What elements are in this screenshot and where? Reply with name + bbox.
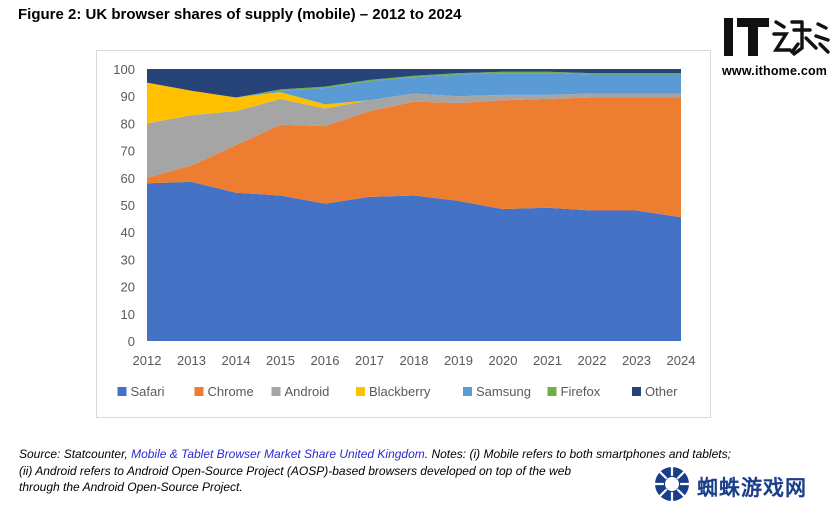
y-tick-label: 30 — [121, 252, 135, 267]
y-axis-ticks: 0 10 20 30 40 50 60 70 80 90 100 — [113, 62, 135, 349]
y-tick-label: 0 — [128, 334, 135, 349]
legend-label-firefox: Firefox — [561, 384, 601, 399]
x-tick-label: 2020 — [489, 353, 518, 368]
legend-swatch-android — [271, 387, 281, 396]
legend-label-samsung: Samsung — [476, 384, 531, 399]
source-prefix: Source: Statcounter, — [19, 447, 132, 461]
y-tick-label: 50 — [121, 198, 135, 213]
y-tick-label: 40 — [121, 225, 135, 240]
chart-legend: Safari Chrome Android Blackberry Samsung Fire… — [117, 384, 678, 399]
x-tick-label: 2018 — [400, 353, 429, 368]
x-tick-label: 2017 — [355, 353, 384, 368]
legend-swatch-safari — [117, 387, 127, 396]
x-tick-label: 2013 — [177, 353, 206, 368]
area-samsung — [147, 73, 681, 105]
x-tick-label: 2019 — [444, 353, 473, 368]
area-safari — [147, 181, 681, 341]
figure-title: Figure 2: UK browser shares of supply (m… — [18, 6, 462, 23]
x-tick-label: 2015 — [266, 353, 295, 368]
source-line1-suffix: . Notes: (i) Mobile refers to both smart… — [424, 447, 731, 461]
legend-label-other: Other — [645, 384, 678, 399]
legend-swatch-other — [632, 387, 641, 396]
area-blackberry — [147, 82, 681, 124]
x-tick-label: 2021 — [533, 353, 562, 368]
y-tick-label: 10 — [121, 307, 135, 322]
chart-areas — [147, 69, 681, 341]
source-line2: (ii) Android refers to Android Open-Sour… — [19, 463, 572, 478]
source-note: Source: Statcounter, Mobile & Tablet Bro… — [19, 446, 819, 496]
spider-logo-icon — [653, 464, 691, 504]
legend-label-android: Android — [285, 384, 330, 399]
ithome-url: www.ithome.com — [722, 64, 828, 78]
area-other — [147, 69, 681, 98]
y-tick-label: 80 — [121, 116, 135, 131]
x-tick-label: 2022 — [578, 353, 607, 368]
source-line3: through the Android Open-Source Project. — [19, 480, 243, 494]
y-tick-label: 70 — [121, 144, 135, 159]
x-axis-ticks: 2012 2013 2014 2015 2016 2017 2018 2019 2020 2021… — [133, 353, 696, 368]
legend-swatch-samsung — [463, 387, 472, 396]
ithome-logo — [722, 14, 832, 62]
y-tick-label: 20 — [121, 280, 135, 295]
x-tick-label: 2024 — [667, 353, 696, 368]
legend-swatch-chrome — [194, 387, 204, 396]
ithome-logo-icon — [724, 18, 830, 56]
x-tick-label: 2016 — [311, 353, 340, 368]
area-chrome — [147, 97, 681, 218]
x-tick-label: 2012 — [133, 353, 162, 368]
legend-label-blackberry: Blackberry — [369, 384, 431, 399]
y-tick-label: 90 — [121, 89, 135, 104]
legend-swatch-blackberry — [356, 387, 365, 396]
spider-logo-text: 蜘蛛游戏网 — [697, 476, 807, 500]
legend-label-chrome: Chrome — [208, 384, 254, 399]
legend-swatch-firefox — [547, 387, 557, 396]
area-android — [147, 93, 681, 178]
x-tick-label: 2023 — [622, 353, 651, 368]
y-tick-label: 100 — [113, 62, 135, 77]
chart-frame: 0 10 20 30 40 50 60 70 80 90 100 2012 2013 2014 2015 2… — [96, 50, 711, 418]
source-link[interactable]: Mobile & Tablet Browser Market Share Uni… — [131, 447, 425, 461]
x-tick-label: 2014 — [222, 353, 251, 368]
legend-label-safari: Safari — [131, 384, 165, 399]
area-firefox — [147, 71, 681, 98]
y-tick-label: 60 — [121, 171, 135, 186]
